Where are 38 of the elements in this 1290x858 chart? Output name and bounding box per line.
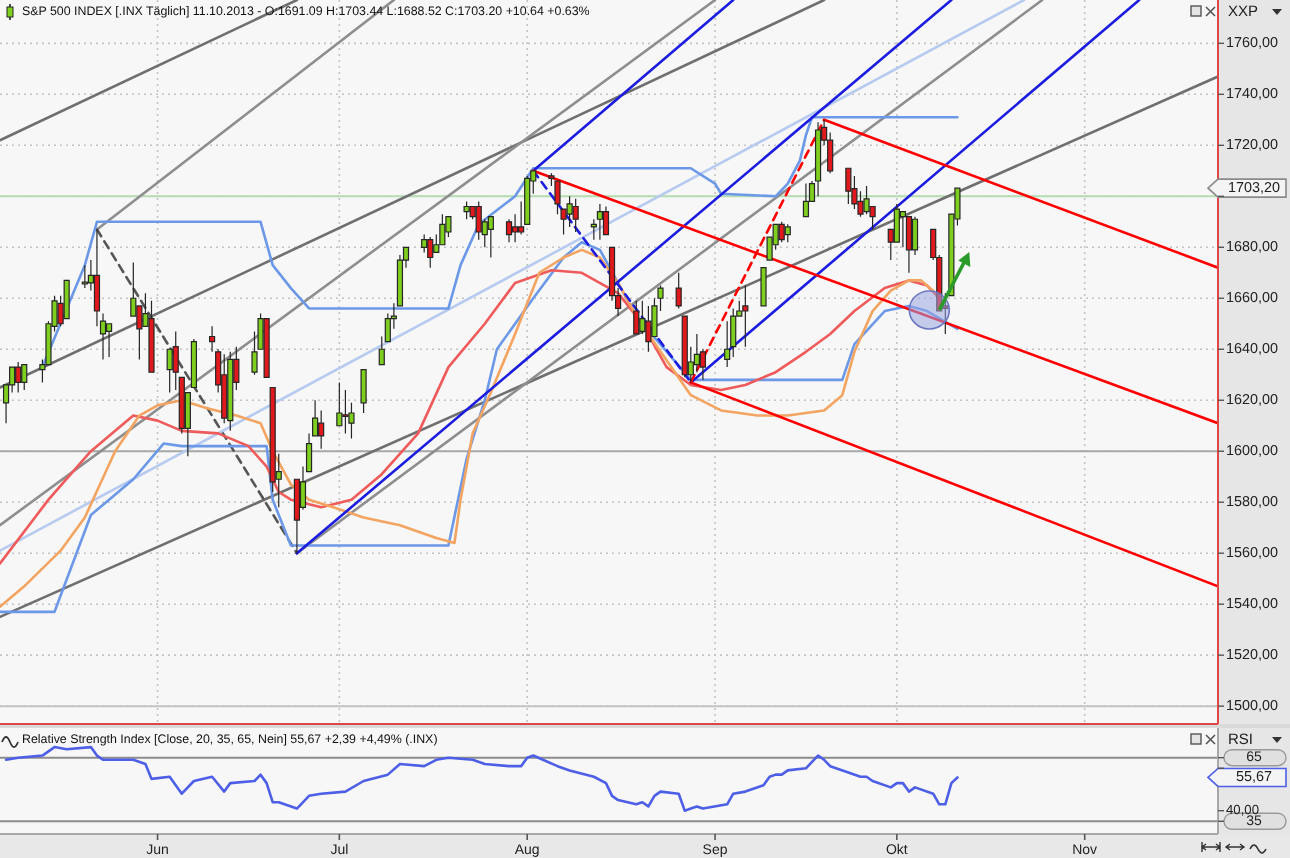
candlestick <box>596 203 604 241</box>
candlestick <box>602 205 610 236</box>
candlestick <box>475 200 482 241</box>
candlestick <box>905 216 913 274</box>
candlestick <box>505 218 513 243</box>
candlestick <box>572 198 579 233</box>
candlestick <box>760 267 767 307</box>
candlestick <box>148 300 155 373</box>
candlestick <box>63 279 70 320</box>
candlestick <box>439 213 446 246</box>
candlestick <box>675 272 682 310</box>
candlestick <box>263 318 270 378</box>
candlestick <box>221 353 228 424</box>
candlestick <box>360 369 367 414</box>
candlestick <box>336 381 343 427</box>
candlestick <box>645 305 652 353</box>
candlestick <box>190 338 198 389</box>
line-series <box>4 745 959 812</box>
candlestick <box>15 361 22 394</box>
candlestick <box>851 175 858 210</box>
candlestick <box>742 284 749 348</box>
candlestick <box>845 167 852 205</box>
candlestick <box>814 121 822 197</box>
candlestick <box>342 389 349 434</box>
candlestick <box>778 221 785 243</box>
line-series <box>41 115 959 369</box>
candlestick <box>784 223 791 243</box>
candlestick <box>21 363 28 391</box>
candlestick <box>681 315 688 378</box>
candlestick <box>81 264 88 289</box>
candlestick <box>427 236 434 269</box>
candlestick <box>802 182 810 218</box>
candlestick <box>227 351 234 432</box>
candlestick <box>487 216 494 259</box>
candlestick <box>463 200 470 220</box>
candlestick <box>445 216 452 238</box>
candlestick <box>633 300 640 335</box>
candlestick <box>566 195 573 228</box>
